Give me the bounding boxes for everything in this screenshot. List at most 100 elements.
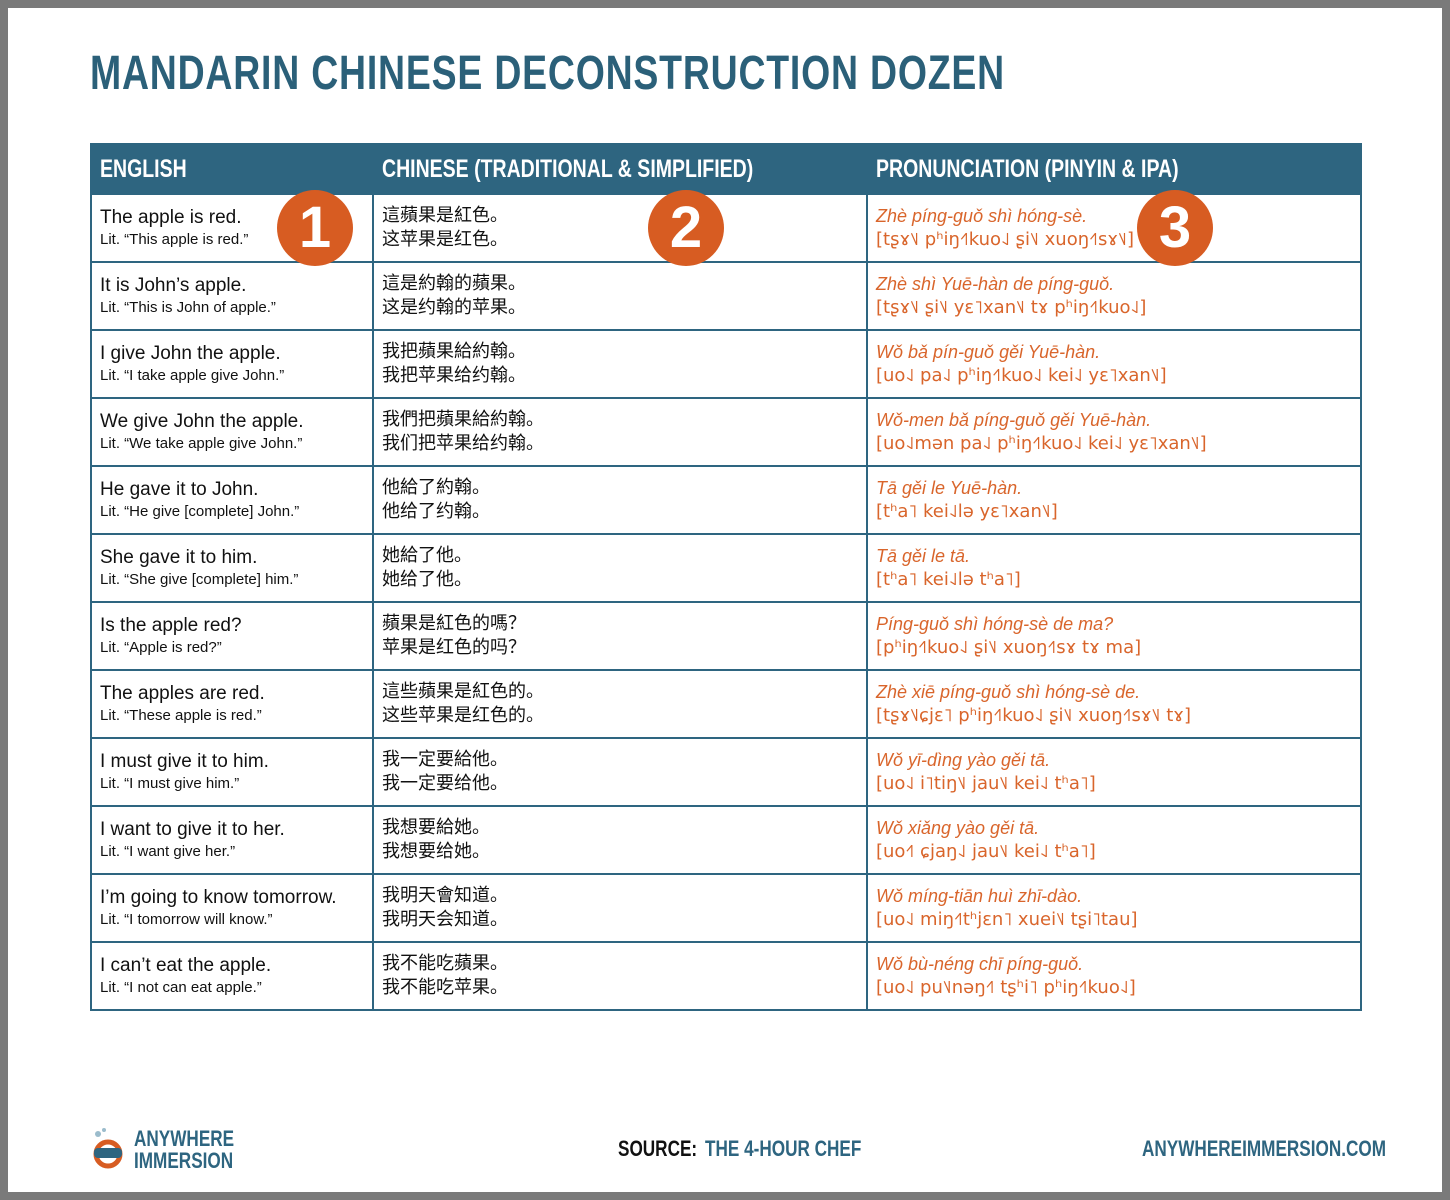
table-row: He gave it to John. Lit. “He give [comple… [90, 465, 1362, 535]
english-cell: He gave it to John. Lit. “He give [comple… [90, 465, 374, 535]
pronunciation-cell: Wǒ yī-dìng yào gěi tā. [uo˨˩ i˥tiŋ˥˩ jau˥… [866, 737, 1362, 807]
literal: Lit. “I want give her.” [100, 843, 236, 860]
english: I want to give it to her. [100, 819, 285, 840]
traditional: 這是約翰的蘋果。 [382, 273, 526, 294]
traditional: 他給了約翰。 [382, 477, 490, 498]
literal: Lit. “I tomorrow will know.” [100, 911, 273, 928]
ipa: [uo˨˩ i˥tiŋ˥˩ jau˥˩ kei˨˩ tʰa˥] [876, 773, 1096, 794]
logo-top: ANYWHERE [134, 1126, 235, 1151]
pronunciation-cell: Wǒ bù-néng chī píng-guǒ. [uo˨˩ pu˥˩nəŋ˧˥ … [866, 941, 1362, 1011]
website-text: ANYWHEREIMMERSION.COM [1142, 1136, 1387, 1161]
english: The apple is red. [100, 207, 242, 228]
chinese-cell: 我明天會知道。 我明天会知道。 [372, 873, 868, 943]
pronunciation-cell: Wǒ-men bǎ píng-guǒ gěi Yuē-hàn. [uo˨˩mən … [866, 397, 1362, 467]
ipa: [tʂɤ˥˩ɕjɛ˥ pʰiŋ˧˥kuo˨˩ ʂi˥˩ xuoŋ˧˥sɤ˥˩ t… [876, 705, 1191, 726]
literal: Lit. “I not can eat apple.” [100, 979, 262, 996]
traditional: 我不能吃蘋果。 [382, 953, 508, 974]
pinyin: Tā gěi le Yuē-hàn. [876, 478, 1023, 498]
table-row: I give John the apple. Lit. “I take apple… [90, 329, 1362, 399]
ipa: [tʂɤ˥˩ pʰiŋ˧˥kuo˨˩ ʂi˥˩ xuoŋ˧˥sɤ˥˩] [876, 229, 1134, 250]
traditional: 我一定要給他。 [382, 749, 508, 770]
pronunciation-cell: Wǒ xiǎng yào gěi tā. [uo˧˥ ɕjaŋ˨˩ jau˥˩ k… [866, 805, 1362, 875]
literal: Lit. “We take apple give John.” [100, 435, 303, 452]
traditional: 這蘋果是紅色。 [382, 205, 508, 226]
website: ANYWHEREIMMERSION.COM [1142, 1136, 1450, 1162]
ipa: [pʰiŋ˧˥kuo˨˩ ʂi˥˩ xuoŋ˧˥sɤ tɤ ma] [876, 637, 1142, 658]
traditional: 我想要給她。 [382, 817, 490, 838]
pinyin: Wǒ xiǎng yào gěi tā. [876, 818, 1040, 838]
ipa: [uo˨˩ miŋ˧˥tʰjɛn˥ xuei˥˩ tʂi˥tau] [876, 909, 1138, 930]
title-text: MANDARIN CHINESE DECONSTRUCTION DOZEN [90, 47, 1005, 100]
literal: Lit. “I must give him.” [100, 775, 240, 792]
chinese-cell: 她給了他。她给了他。 [372, 533, 868, 603]
pronunciation-cell: Píng-guǒ shì hóng-sè de ma? [pʰiŋ˧˥kuo˨˩ … [866, 601, 1362, 671]
step-marker: 3 [1137, 190, 1213, 266]
title: MANDARIN CHINESE DECONSTRUCTION DOZEN [90, 46, 1263, 101]
pinyin: Wǒ bǎ pín-guǒ gěi Yuē-hàn. [876, 342, 1101, 362]
english: We give John the apple. [100, 411, 304, 432]
english-cell: Is the apple red? Lit. “Apple is red?” [90, 601, 374, 671]
simplified: 她给了他。 [382, 569, 472, 590]
literal: Lit. “He give [complete] John.” [100, 503, 300, 520]
pronunciation-cell: Tā gěi le tā. [tʰa˥ kei˨˩lə tʰa˥] [866, 533, 1362, 603]
pinyin: Zhè shì Yuē-hàn de píng-guǒ. [876, 274, 1115, 294]
simplified: 苹果是红色的吗？ [382, 637, 526, 658]
table-row: It is John’s apple. Lit. “This is John of… [90, 261, 1362, 331]
traditional: 我把蘋果給約翰。 [382, 341, 526, 362]
english: It is John’s apple. [100, 275, 247, 296]
simplified: 这是约翰的苹果。 [382, 297, 526, 318]
ipa: [uo˨˩ pa˨˩ pʰiŋ˧˥kuo˨˩ kei˨˩ yɛ˥xan˥˩] [876, 365, 1167, 386]
traditional: 我明天會知道。 [382, 885, 508, 906]
table-row: I can’t eat the apple. Lit. “I not can ea… [90, 941, 1362, 1011]
pinyin: Wǒ-men bǎ píng-guǒ gěi Yuē-hàn. [876, 410, 1152, 430]
source-label: SOURCE: [618, 1136, 698, 1161]
logo-text: ANYWHERE IMMERSION [134, 1128, 262, 1172]
english-cell: She gave it to him. Lit. “She give [compl… [90, 533, 374, 603]
table-row: Is the apple red? Lit. “Apple is red?” 蘋果是… [90, 601, 1362, 671]
pronunciation-cell: Tā gěi le Yuē-hàn. [tʰa˥ kei˨˩lə yɛ˥xan˥˩… [866, 465, 1362, 535]
english-cell: The apples are red. Lit. “These apple is … [90, 669, 374, 739]
chinese-cell: 蘋果是紅色的嗎？ 苹果是红色的吗？ [372, 601, 868, 671]
simplified: 我不能吃苹果。 [382, 977, 508, 998]
traditional: 這些蘋果是紅色的。 [382, 681, 544, 702]
ipa: [uo˨˩ pu˥˩nəŋ˧˥ tʂʰi˥ pʰiŋ˧˥kuo˨˩] [876, 977, 1136, 998]
simplified: 我明天会知道。 [382, 909, 508, 930]
pronunciation-cell: Zhè píng-guǒ shì hóng-sè. [tʂɤ˥˩ pʰiŋ˧˥ku… [866, 193, 1362, 263]
ipa: [uo˧˥ ɕjaŋ˨˩ jau˥˩ kei˨˩ tʰa˥] [876, 841, 1096, 862]
simplified: 他给了约翰。 [382, 501, 490, 522]
table-row: The apple is red. Lit. “This apple is red… [90, 193, 1362, 263]
literal: Lit. “This apple is red.” [100, 231, 249, 248]
chinese-cell: 我們把蘋果給約翰。 我们把苹果给约翰。 [372, 397, 868, 467]
literal: Lit. “I take apple give John.” [100, 367, 285, 384]
literal: Lit. “Apple is red?” [100, 639, 222, 656]
pinyin: Wǒ míng-tiān huì zhī-dào. [876, 886, 1083, 906]
column-header: CHINESE (TRADITIONAL & SIMPLIFIED) [372, 143, 868, 195]
header-text: PRONUNCIATION (PINYIN & IPA) [876, 154, 1179, 183]
traditional: 我們把蘋果給約翰。 [382, 409, 544, 430]
header-row: ENGLISH CHINESE (TRADITIONAL & SIMPLIFIED… [90, 143, 1362, 195]
pinyin: Zhè xiē píng-guǒ shì hóng-sè de. [876, 682, 1141, 702]
english-cell: I want to give it to her. Lit. “I want gi… [90, 805, 374, 875]
traditional: 蘋果是紅色的嗎？ [382, 613, 526, 634]
simplified: 我们把苹果给约翰。 [382, 433, 544, 454]
pinyin: Wǒ yī-dìng yào gěi tā. [876, 750, 1051, 770]
header-text: CHINESE (TRADITIONAL & SIMPLIFIED) [382, 154, 754, 183]
ipa: [tʰa˥ kei˨˩lə tʰa˥] [876, 569, 1021, 590]
logo-icon [93, 1128, 123, 1169]
pronunciation-cell: Zhè shì Yuē-hàn de píng-guǒ. [tʂɤ˥˩ ʂi˥˩ … [866, 261, 1362, 331]
english-cell: I give John the apple. Lit. “I take apple… [90, 329, 374, 399]
logo-bottom: IMMERSION [134, 1148, 234, 1173]
header-text: ENGLISH [100, 154, 187, 183]
table-row: I want to give it to her. Lit. “I want gi… [90, 805, 1362, 875]
english: I’m going to know tomorrow. [100, 887, 337, 908]
step-marker: 2 [648, 190, 724, 266]
step-marker: 1 [277, 190, 353, 266]
literal: Lit. “This is John of apple.” [100, 299, 276, 316]
table-row: I must give it to him. Lit. “I must give … [90, 737, 1362, 807]
pinyin: Píng-guǒ shì hóng-sè de ma? [876, 614, 1114, 634]
chinese-cell: 這些蘋果是紅色的。 这些苹果是红色的。 [372, 669, 868, 739]
simplified: 这苹果是红色。 [382, 229, 508, 250]
english-cell: It is John’s apple. Lit. “This is John of… [90, 261, 374, 331]
simplified: 我把苹果给约翰。 [382, 365, 526, 386]
traditional: 她給了他。 [382, 545, 472, 566]
